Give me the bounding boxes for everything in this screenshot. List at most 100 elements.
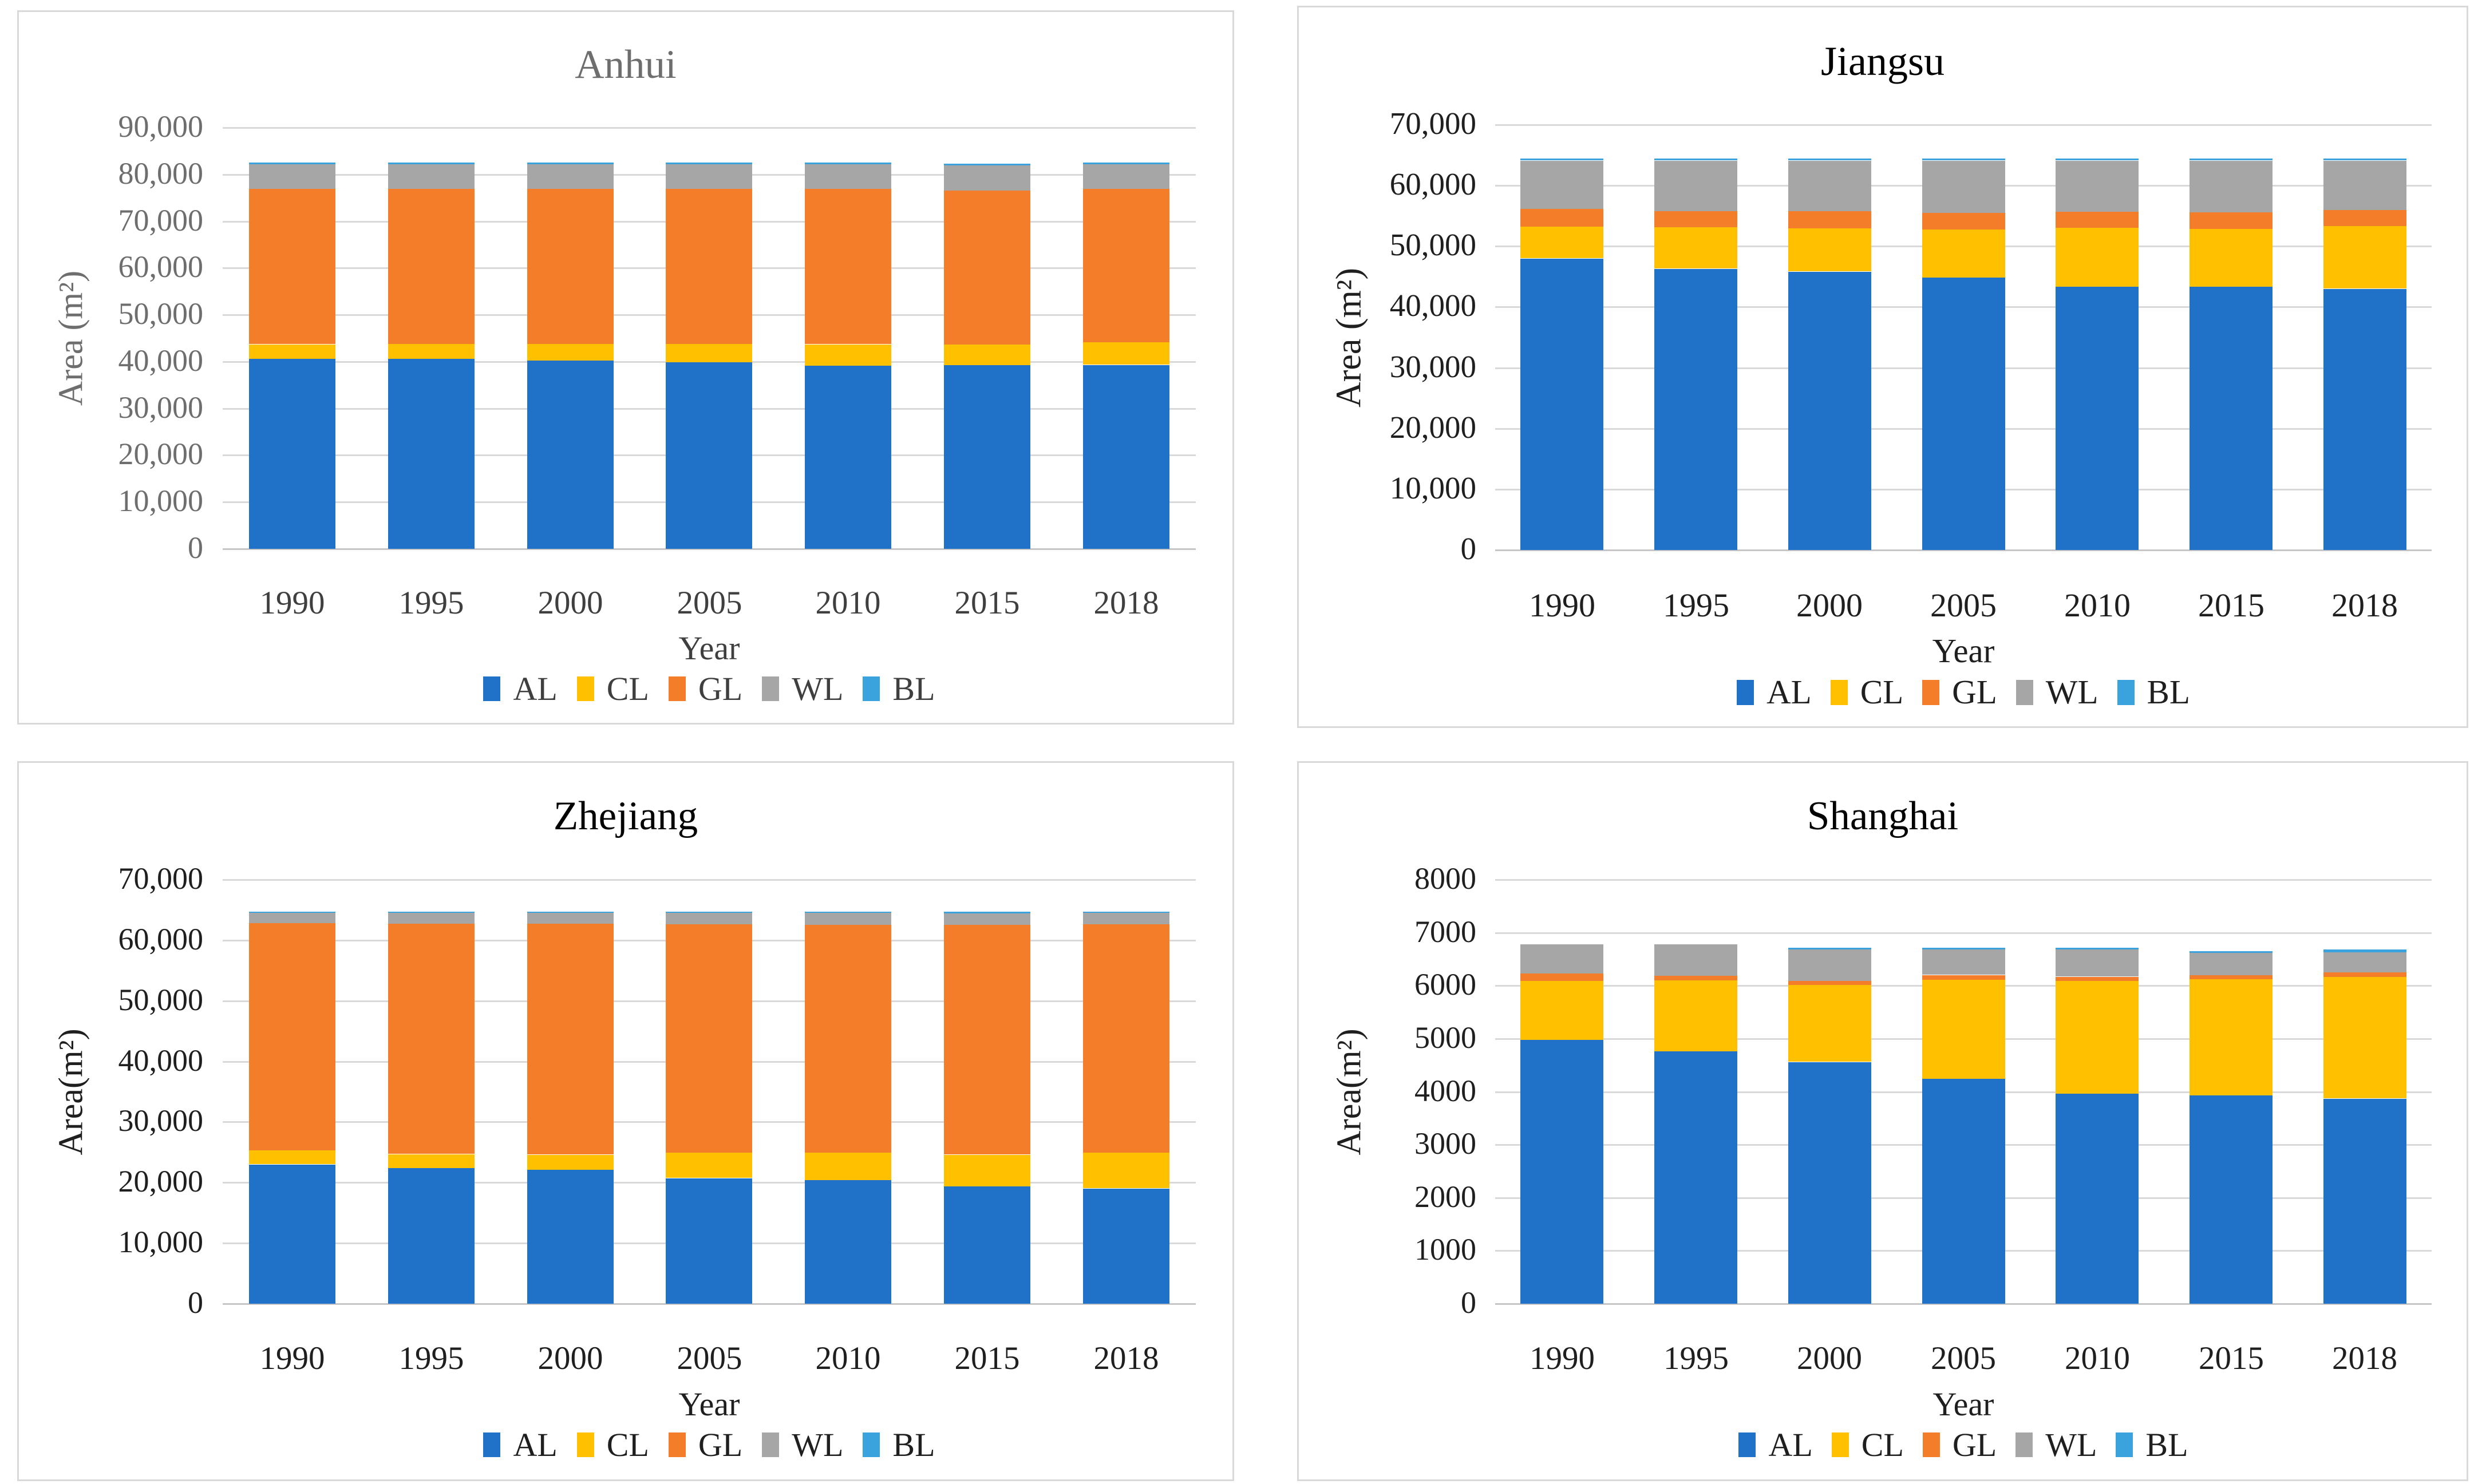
legend-label-BL: BL	[2147, 673, 2190, 711]
x-axis-tick-label: 1995	[398, 1340, 464, 1376]
legend-label-BL: BL	[2145, 1426, 2188, 1463]
y-axis-tick-label: 0	[188, 531, 203, 565]
legend-label-BL: BL	[892, 1426, 935, 1463]
bar-segment-CL-2018	[2323, 225, 2406, 288]
legend-label-GL: GL	[1952, 673, 1997, 711]
bar-segment-AL-1990	[249, 359, 335, 549]
bar-segment-AL-1990	[1520, 259, 1603, 550]
bar-segment-CL-1990	[1520, 981, 1603, 1040]
y-axis-tick-label: 30,000	[118, 390, 204, 425]
gridline	[223, 879, 1196, 881]
y-axis-tick-label: 2000	[1414, 1180, 1476, 1214]
x-axis-tick-label: 1995	[1663, 1340, 1729, 1376]
x-axis-line	[223, 1303, 1196, 1305]
bar-segment-CL-1990	[249, 1150, 335, 1164]
bar-segment-WL-2005	[666, 913, 752, 924]
x-axis-tick-label: 2005	[677, 585, 742, 621]
bar-segment-WL-2005	[1922, 949, 2005, 975]
legend-label-BL: BL	[892, 670, 935, 707]
legend: AL CL GL WL BL	[1495, 672, 2432, 712]
bar-segment-BL-2018	[2323, 949, 2406, 952]
legend-item-BL: BL	[863, 1426, 935, 1464]
legend-item-CL: CL	[576, 670, 649, 708]
y-axis-tick-label: 20,000	[118, 1164, 204, 1198]
legend-item-CL: CL	[1831, 1426, 1904, 1464]
legend: AL CL GL WL BL	[1495, 1426, 2432, 1464]
x-axis-tick-label: 1990	[1529, 587, 1595, 624]
bar-segment-GL-2018	[1083, 924, 1169, 1153]
y-axis-tick-label: 50,000	[118, 296, 204, 331]
bar-segment-CL-1990	[1520, 227, 1603, 258]
bar-segment-GL-1990	[249, 923, 335, 1150]
x-axis-tick-label: 1990	[259, 585, 325, 621]
bar-segment-AL-2000	[527, 361, 614, 549]
bar-segment-GL-2000	[1788, 981, 1871, 985]
x-axis-tick-label: 2015	[2199, 1340, 2264, 1376]
legend-label-CL: CL	[1860, 673, 1904, 711]
bar-segment-GL-2000	[1788, 211, 1871, 228]
x-axis-tick-label: 2000	[1796, 587, 1863, 624]
bar-segment-GL-1990	[249, 188, 335, 344]
y-axis-tick-label: 70,000	[118, 203, 204, 238]
legend-label-GL: GL	[698, 670, 743, 707]
bar-segment-WL-1995	[1654, 161, 1737, 211]
bar-segment-GL-2015	[944, 191, 1030, 345]
bar-segment-AL-2010	[805, 1180, 891, 1304]
bar-segment-WL-1990	[249, 913, 335, 923]
bar-segment-CL-1995	[388, 1154, 475, 1168]
bar-segment-GL-2010	[805, 188, 891, 344]
bar-segment-CL-1995	[1654, 227, 1737, 268]
gridline	[1495, 124, 2432, 126]
bar-segment-GL-2015	[2190, 212, 2273, 229]
y-axis-tick-label: 70,000	[118, 861, 204, 896]
bar-segment-WL-2010	[805, 164, 891, 189]
x-axis-line	[223, 548, 1196, 550]
bar-segment-CL-2018	[1083, 1153, 1169, 1188]
bar-segment-BL-2000	[527, 163, 614, 164]
legend-label-GL: GL	[698, 1426, 743, 1463]
bar-segment-CL-2018	[1083, 342, 1169, 365]
legend-item-CL: CL	[576, 1426, 649, 1464]
legend-swatch-BL	[863, 676, 880, 701]
legend-item-WL: WL	[762, 670, 843, 708]
bar-segment-BL-1995	[388, 163, 475, 164]
bar-segment-GL-2018	[2323, 972, 2406, 977]
bar-segment-CL-2005	[666, 344, 752, 362]
bar-segment-BL-2018	[1083, 163, 1169, 164]
x-axis-title: Year	[678, 630, 740, 667]
x-axis-tick-label: 2015	[954, 585, 1020, 621]
bar-segment-AL-1990	[249, 1165, 335, 1304]
gridline	[1495, 879, 2432, 881]
legend-item-GL: GL	[668, 1426, 743, 1464]
bar-segment-CL-2000	[527, 344, 614, 361]
bar-segment-CL-2000	[527, 1155, 614, 1170]
bar-segment-BL-2010	[805, 163, 891, 164]
y-axis-title: Area (m²)	[1329, 267, 1369, 408]
bar-segment-GL-2018	[2323, 210, 2406, 226]
legend-item-AL: AL	[483, 1426, 558, 1464]
legend-swatch-CL	[576, 1432, 594, 1457]
bar-segment-WL-2018	[2323, 161, 2406, 210]
y-axis-tick-label: 40,000	[118, 343, 204, 378]
bar-segment-CL-2010	[805, 1153, 891, 1180]
y-axis-title: Area(m²)	[52, 1028, 90, 1155]
legend-item-CL: CL	[1830, 672, 1904, 712]
bar-segment-CL-1995	[388, 344, 475, 359]
bar-segment-CL-2015	[944, 1155, 1030, 1186]
legend-swatch-CL	[1830, 679, 1848, 705]
y-axis-tick-label: 60,000	[118, 922, 204, 956]
bar-segment-WL-2000	[1788, 161, 1871, 211]
bar-segment-WL-2018	[2323, 952, 2406, 972]
bar-segment-GL-2010	[805, 925, 891, 1153]
gridline	[1495, 932, 2432, 934]
legend-item-WL: WL	[762, 1426, 843, 1464]
legend: AL CL GL WL BL	[223, 1426, 1196, 1464]
y-axis-tick-label: 6000	[1414, 967, 1476, 1002]
bar-segment-CL-2015	[944, 345, 1030, 365]
y-axis-tick-label: 0	[188, 1285, 203, 1320]
chart-panel-zhejiang: Zhejiang 0 10,000 20,000 30,000 40,000 50,000 6…	[17, 761, 1234, 1481]
legend-label-AL: AL	[1768, 1426, 1813, 1463]
legend-label-GL: GL	[1952, 1426, 1997, 1463]
legend-swatch-BL	[863, 1432, 880, 1457]
legend-label-CL: CL	[1861, 1426, 1904, 1463]
